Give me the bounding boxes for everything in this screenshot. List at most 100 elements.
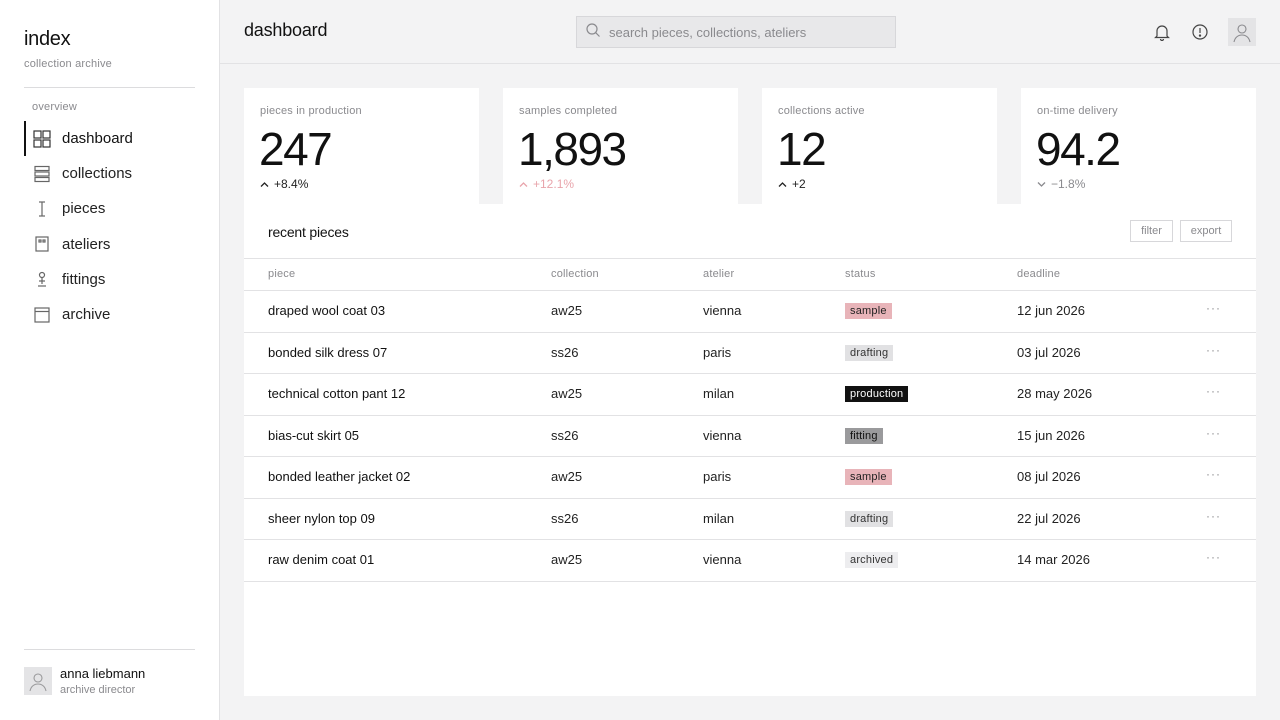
table-row[interactable]: bonded leather jacket 02 aw25 paris samp… [244,457,1256,499]
more-icon[interactable]: ··· [1206,425,1221,440]
status-badge: drafting [845,510,894,527]
kpi-delta: −1.8% [1037,177,1085,191]
sidebar-item-dashboard[interactable]: dashboard [24,121,196,157]
help-icon[interactable] [1189,21,1211,43]
table-row[interactable]: sheer nylon top 09 ss26 milan drafting 2… [244,499,1256,540]
column-header-deadline[interactable]: deadline [1017,268,1061,280]
avatar[interactable] [1228,18,1256,46]
kpi-delta: +8.4% [260,177,308,191]
kpi-card-pieces-in-production: pieces in production 247 +8.4% [244,88,479,204]
sidebar-section-label: overview [32,101,78,113]
kpi-label: samples completed [519,105,618,117]
dress-form-icon [32,269,52,289]
kpi-label: on-time delivery [1037,105,1118,117]
user-profile[interactable]: anna liebmann archive director [24,666,145,696]
filter-button[interactable]: filter [1130,220,1173,242]
column-header-status[interactable]: status [845,268,876,280]
panel-title: recent pieces [268,224,349,240]
status-badge: production [845,386,909,402]
cell-deadline: 22 jul 2026 [1017,510,1081,526]
column-header-piece[interactable]: piece [268,268,296,280]
cell-atelier: paris [703,469,732,484]
sidebar-item-pieces[interactable]: pieces [24,191,196,226]
cell-deadline: 15 jun 2026 [1017,427,1085,443]
cell-piece: draped wool coat 03 [268,303,386,318]
kpi-label: collections active [778,105,865,117]
cell-piece: technical cotton pant 12 [268,386,406,401]
kpi-delta-value: +2 [792,177,806,191]
cell-atelier: vienna [703,303,742,318]
kpi-value: 94.2 [1036,123,1121,175]
kpi-value: 1,893 [518,123,627,175]
sidebar-item-label: pieces [62,200,106,218]
table-row[interactable]: draped wool coat 03 aw25 vienna sample 1… [244,291,1256,333]
more-icon[interactable]: ··· [1206,508,1221,523]
export-button[interactable]: export [1180,220,1232,242]
table-row[interactable]: bonded silk dress 07 ss26 paris drafting… [244,333,1256,374]
sidebar-item-label: dashboard [62,130,133,148]
kpi-delta-value: +8.4% [274,177,309,191]
cell-piece: sheer nylon top 09 [268,510,375,526]
more-icon[interactable]: ··· [1206,384,1221,398]
table-header: piece collection atelier status deadline [244,258,1256,291]
chevron-up-icon [519,181,528,187]
cell-atelier: milan [703,386,735,401]
chevron-up-icon [260,181,269,187]
bell-icon[interactable] [1151,21,1173,43]
avatar [24,667,52,695]
cell-collection: aw25 [551,552,583,567]
more-icon[interactable]: ··· [1206,467,1221,481]
chevron-up-icon [778,181,787,187]
cell-piece: bonded leather jacket 02 [268,469,411,484]
search-bar[interactable] [576,16,896,48]
search-icon [585,22,601,43]
brand: index collection archive [24,28,112,70]
cell-deadline: 03 jul 2026 [1017,344,1081,360]
chevron-down-icon [1037,181,1046,187]
sidebar-item-archive[interactable]: archive [24,297,196,332]
brand-title: index [24,28,71,50]
cell-piece: raw denim coat 01 [268,552,375,567]
sidebar: index collection archive overview dashbo… [0,0,220,720]
table-body: draped wool coat 03 aw25 vienna sample 1… [244,291,1256,582]
user-name: anna liebmann [60,666,146,681]
column-header-collection[interactable]: collection [551,268,599,280]
cell-deadline: 08 jul 2026 [1017,469,1081,484]
table-row[interactable]: raw denim coat 01 aw25 vienna archived 1… [244,540,1256,582]
more-icon[interactable]: ··· [1206,301,1221,315]
needle-icon [32,199,52,219]
table-row[interactable]: technical cotton pant 12 aw25 milan prod… [244,374,1256,416]
column-header-atelier[interactable]: atelier [703,268,735,280]
more-icon[interactable]: ··· [1206,550,1221,564]
sidebar-item-collections[interactable]: collections [24,156,196,191]
cell-deadline: 12 jun 2026 [1017,303,1085,318]
kpi-delta-value: −1.8% [1051,177,1086,191]
sidebar-item-fittings[interactable]: fittings [24,262,196,297]
cell-piece: bias-cut skirt 05 [268,427,360,443]
status-badge: drafting [845,344,894,361]
building-icon [32,234,52,254]
cell-collection: ss26 [551,510,579,526]
page-title: dashboard [244,20,328,40]
archive-box-icon [32,305,52,325]
stack-icon [32,164,52,184]
table-row[interactable]: bias-cut skirt 05 ss26 vienna fitting 15… [244,416,1256,457]
recent-pieces-panel: recent pieces filter export piece collec… [244,204,1256,696]
sidebar-bottom-divider [24,649,195,650]
sidebar-item-label: ateliers [62,235,111,253]
cell-collection: aw25 [551,386,583,401]
brand-subtitle: collection archive [24,58,112,70]
kpi-card-on-time-delivery: on-time delivery 94.2 −1.8% [1021,88,1256,204]
cell-atelier: milan [703,510,735,526]
cell-atelier: paris [703,344,732,360]
kpi-value: 247 [259,123,333,175]
kpi-delta-value: +12.1% [533,177,575,191]
cell-collection: ss26 [551,344,579,360]
search-input[interactable] [609,24,879,40]
sidebar-item-ateliers[interactable]: ateliers [24,227,196,262]
cell-deadline: 28 may 2026 [1017,386,1093,401]
status-badge: sample [845,303,892,319]
more-icon[interactable]: ··· [1206,342,1221,357]
kpi-delta: +12.1% [519,177,574,191]
user-role: archive director [60,684,136,696]
